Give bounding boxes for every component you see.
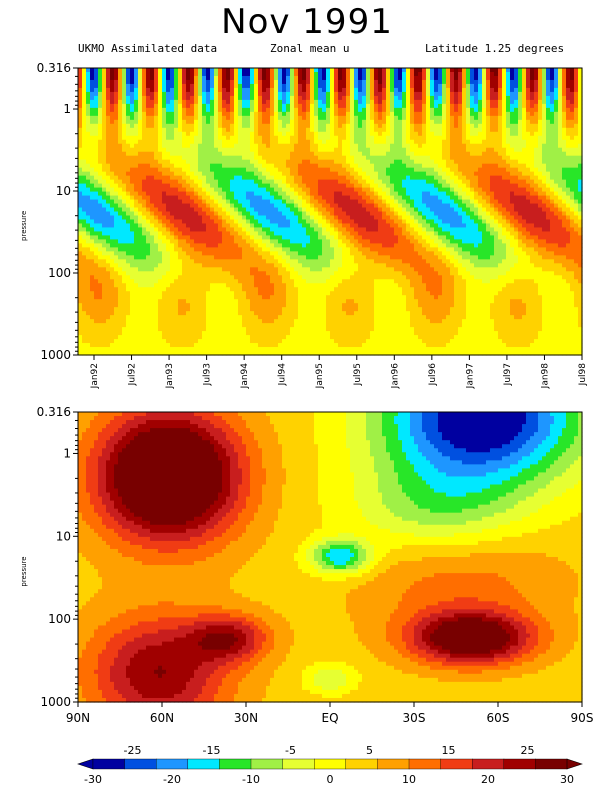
colorbar-label-upper: -15: [203, 744, 221, 757]
colorbar-label-lower: -10: [242, 773, 260, 786]
colorbar-swatch: [282, 758, 315, 770]
top-xtick-label: Jan92: [90, 363, 100, 389]
top-xtick-label: Jan97: [465, 363, 475, 389]
top-ytick-label: 1: [63, 102, 71, 116]
top-xtick-label: Jul92: [128, 363, 138, 386]
colorbar-label-lower: 20: [481, 773, 495, 786]
bottom-xtick-label: 60N: [150, 711, 174, 725]
top-xtick-label: Jul96: [428, 363, 438, 387]
colorbar-label-lower: 0: [327, 773, 334, 786]
top-ytick-label: 1000: [40, 348, 71, 362]
colorbar-label-lower: 30: [560, 773, 574, 786]
plot-frame-top: [77, 67, 583, 356]
colorbar-swatch: [155, 758, 189, 770]
chart-title: Nov 1991: [221, 2, 393, 42]
colorbar-label-upper: -5: [285, 744, 296, 757]
colorbar-label-lower: -30: [84, 773, 102, 786]
bottom-ylabel: pressure: [20, 556, 28, 586]
colorbar-label-lower: -20: [163, 773, 181, 786]
bottom-xtick-label: EQ: [321, 711, 338, 725]
top-xtick-label: Jul95: [353, 363, 363, 386]
bottom-xtick-label: 90S: [571, 711, 594, 725]
heatmap-latitude-height: [78, 412, 583, 703]
top-xtick-label: Jan96: [390, 363, 400, 390]
colorbar-label-upper: 25: [521, 744, 535, 757]
top-xtick-label: Jan93: [165, 363, 175, 389]
top-xtick-label: Jul98: [578, 363, 588, 387]
heatmap-time-height: [78, 68, 583, 356]
colorbar-swatch: [92, 758, 126, 770]
top-ylabel: pressure: [20, 211, 28, 241]
top-xtick-label: Jan94: [240, 363, 250, 390]
colorbar-label-upper: 5: [366, 744, 373, 757]
colorbar-swatch: [345, 758, 378, 770]
top-xtick-label: Jul93: [203, 363, 213, 386]
top-xtick-label: Jan95: [315, 363, 325, 389]
subtitle-variable: Zonal mean u: [270, 42, 350, 55]
top-ytick-label: 10: [56, 184, 71, 198]
top-ytick-label: 100: [48, 266, 71, 280]
colorbar-label-upper: -25: [124, 744, 142, 757]
bottom-xtick-label: 30S: [403, 711, 426, 725]
bottom-xtick-label: 90N: [66, 711, 90, 725]
colorbar-swatch: [535, 758, 568, 770]
subtitle-latitude: Latitude 1.25 degrees: [425, 42, 565, 55]
colorbar-swatch: [187, 758, 220, 770]
bottom-ytick-label: 100: [48, 612, 71, 626]
top-ytick-label: 0.316: [37, 61, 71, 75]
bottom-ytick-label: 10: [56, 529, 71, 543]
colorbar-swatch: [503, 758, 536, 770]
bottom-xtick-label: 30N: [234, 711, 258, 725]
subtitle-dataset: UKMO Assimilated data: [78, 42, 218, 55]
colorbar-swatch: [472, 758, 505, 770]
top-xtick-label: Jul94: [278, 363, 288, 387]
colorbar-swatch: [440, 758, 473, 770]
colorbar-swatch: [408, 758, 442, 770]
colorbar-arrow-right: [566, 758, 583, 770]
colorbar-swatch: [377, 758, 410, 770]
colorbar-swatch: [124, 758, 157, 770]
colorbar-swatch: [314, 758, 347, 770]
colorbar-swatch: [219, 758, 252, 770]
bottom-ytick-label: 1000: [40, 695, 71, 709]
bottom-xtick-label: 60S: [487, 711, 510, 725]
colorbar-label-lower: 10: [402, 773, 416, 786]
bottom-ytick-label: 0.316: [37, 405, 71, 419]
top-xtick-label: Jul97: [503, 363, 513, 386]
top-xtick-label: Jan98: [540, 363, 550, 390]
bottom-ytick-label: 1: [63, 446, 71, 460]
colorbar-swatch: [250, 758, 284, 770]
colorbar-label-upper: 15: [442, 744, 456, 757]
colorbar-arrow-left: [77, 758, 94, 770]
